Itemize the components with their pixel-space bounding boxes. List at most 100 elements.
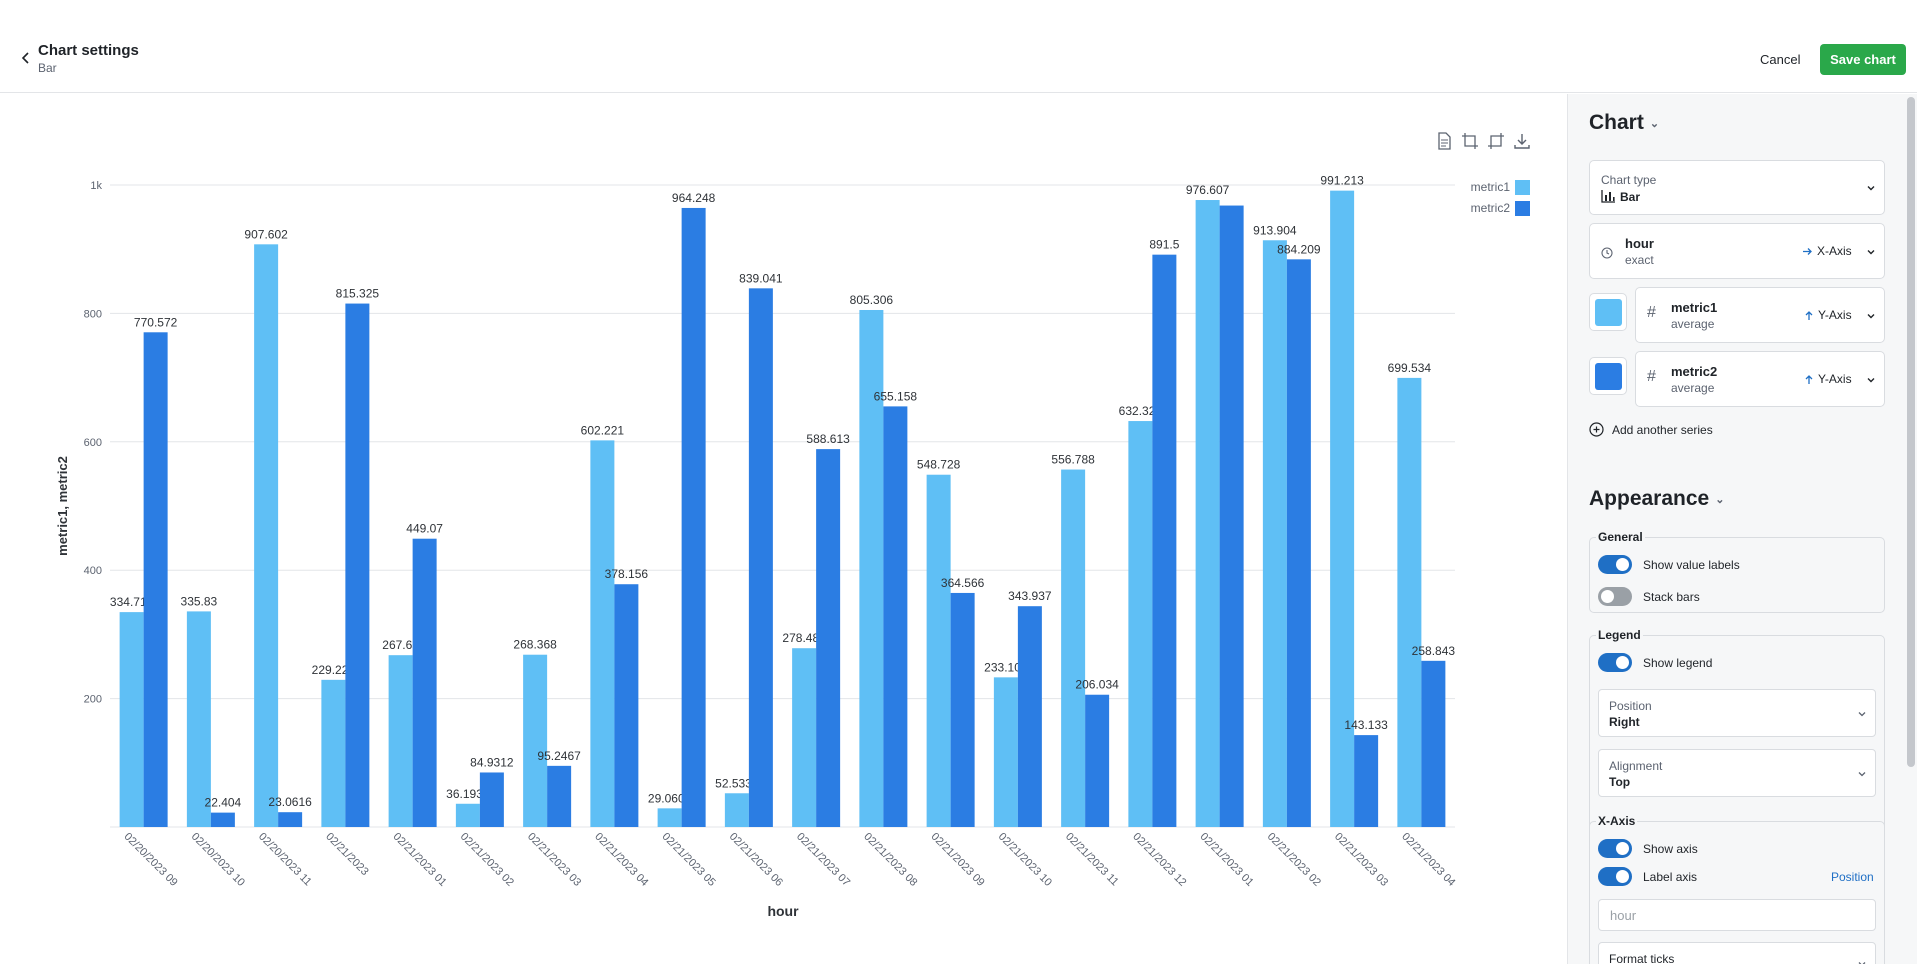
- crop-alt-icon[interactable]: [1486, 131, 1506, 151]
- appearance-section-heading[interactable]: Appearance ⌄: [1589, 487, 1724, 511]
- y-axis-tag-label: Y-Axis: [1818, 308, 1852, 322]
- chart-heading-label: Chart: [1589, 111, 1644, 134]
- series-card-metric2[interactable]: # metric2 average Y-Axis: [1635, 351, 1885, 407]
- data-label: 588.613: [806, 432, 850, 446]
- crop-icon[interactable]: [1460, 131, 1480, 151]
- stack-bars-label: Stack bars: [1643, 589, 1700, 604]
- download-icon[interactable]: [1512, 131, 1532, 151]
- chart-type-select[interactable]: Chart type Bar: [1589, 160, 1885, 215]
- save-chart-button[interactable]: Save chart: [1820, 44, 1906, 75]
- y-axis-assign[interactable]: Y-Axis: [1804, 372, 1852, 386]
- x-tick-label: 02/21/2023 06: [727, 831, 785, 889]
- chart-section-heading[interactable]: Chart ⌄: [1589, 111, 1659, 135]
- x-tick-label: 02/21/2023: [323, 831, 370, 878]
- data-label: 815.325: [336, 287, 380, 301]
- show-axis-toggle[interactable]: [1598, 839, 1632, 858]
- chevron-down-icon: [1867, 186, 1875, 191]
- panel-scrollbar[interactable]: [1907, 97, 1915, 767]
- x-tick-label: 02/21/2023 08: [861, 831, 919, 889]
- legend-alignment-select[interactable]: Alignment Top: [1598, 749, 1876, 797]
- x-tick-label: 02/21/2023 11: [1063, 831, 1121, 889]
- bar-metric1: [119, 612, 144, 827]
- chevron-down-icon: [1867, 314, 1875, 319]
- bar-metric2: [1219, 205, 1244, 827]
- legend-swatch: [1515, 201, 1530, 216]
- back-chevron-icon[interactable]: [18, 49, 34, 67]
- add-series-label: Add another series: [1612, 422, 1713, 437]
- data-label: 699.534: [1388, 361, 1432, 375]
- label-axis-toggle[interactable]: [1598, 867, 1632, 886]
- data-label: 632.322: [1119, 404, 1163, 418]
- x-tick-label: 02/21/2023 04: [1399, 831, 1457, 889]
- x-tick-label: 02/20/2023 11: [256, 831, 314, 889]
- hash-icon: #: [1647, 368, 1656, 385]
- arrow-right-icon: [1803, 247, 1812, 255]
- chart-toolbar: [1434, 131, 1532, 151]
- legend-position-select[interactable]: Position Right: [1598, 689, 1876, 737]
- x-tick-label: 02/21/2023 07: [794, 831, 852, 889]
- data-label: 233.103: [984, 660, 1028, 674]
- data-label: 268.368: [513, 638, 557, 652]
- add-series-button[interactable]: Add another series: [1589, 422, 1713, 437]
- x-tick-label: 02/21/2023 03: [1332, 831, 1390, 889]
- bar-metric2: [143, 332, 168, 827]
- axis-label-input[interactable]: [1598, 899, 1876, 931]
- data-label: 449.07: [406, 522, 443, 536]
- data-label: 976.607: [1186, 183, 1230, 197]
- x-tick-label: 02/21/2023 05: [660, 831, 718, 889]
- bar-metric1: [724, 793, 749, 827]
- chart-type-label: Chart type: [1601, 173, 1657, 187]
- metric2-color-swatch[interactable]: [1589, 357, 1627, 395]
- document-icon[interactable]: [1434, 131, 1454, 151]
- xaxis-group-title: X-Axis: [1596, 814, 1638, 828]
- data-label: 378.156: [605, 567, 649, 581]
- y-axis-assign[interactable]: Y-Axis: [1804, 308, 1852, 322]
- chevron-down-icon: [1867, 378, 1875, 383]
- chevron-down-icon: [1858, 712, 1866, 717]
- show-legend-row: Show legend: [1598, 653, 1712, 672]
- format-ticks-select[interactable]: Format ticks: [1598, 942, 1876, 964]
- bar-metric2: [1421, 660, 1446, 827]
- bar-chart-icon: [1601, 190, 1615, 208]
- bar-metric2: [681, 207, 706, 828]
- metric1-color-swatch[interactable]: [1589, 293, 1627, 331]
- x-tick-label: 02/21/2023 01: [391, 831, 449, 889]
- bar-metric2: [479, 772, 504, 827]
- show-legend-label: Show legend: [1643, 655, 1713, 670]
- bar-metric2: [816, 449, 841, 827]
- axis-position-link[interactable]: Position: [1831, 870, 1874, 884]
- plus-circle-icon: [1589, 422, 1604, 437]
- y-axis-title: metric1, metric2: [55, 456, 70, 556]
- bar-metric2: [278, 812, 303, 827]
- y-tick-label: 200: [84, 694, 102, 706]
- show-legend-toggle[interactable]: [1598, 653, 1632, 672]
- y-tick-label: 800: [84, 308, 102, 320]
- bar-chart: 200 400 600 800 1k 334.712 770.572 02/20/2023 0…: [55, 174, 1530, 919]
- header-bar: Chart settings Bar Cancel Save chart: [0, 0, 1917, 93]
- x-tick-label: 02/21/2023 04: [592, 831, 650, 889]
- format-ticks-label: Format ticks: [1609, 952, 1675, 964]
- data-label: 805.306: [850, 293, 894, 307]
- x-field-card[interactable]: hour exact X-Axis: [1589, 223, 1885, 279]
- data-label: 229.229: [312, 663, 356, 677]
- data-label: 343.937: [1008, 589, 1052, 603]
- data-label: 839.041: [739, 271, 783, 285]
- stack-bars-row: Stack bars: [1598, 587, 1700, 606]
- series-card-metric1[interactable]: # metric1 average Y-Axis: [1635, 287, 1885, 343]
- bar-metric1: [993, 677, 1018, 827]
- x-tick-label: 02/21/2023 03: [525, 831, 583, 889]
- bar-metric1: [792, 648, 817, 827]
- bar-metric2: [547, 765, 572, 827]
- x-axis-assign[interactable]: X-Axis: [1802, 244, 1852, 258]
- bar-metric1: [1195, 200, 1220, 827]
- data-label: 770.572: [134, 315, 178, 329]
- bar-metric2: [412, 538, 437, 827]
- xaxis-group: X-Axis Show axis Label axis Position For…: [1589, 814, 1885, 964]
- show-value-labels-toggle[interactable]: [1598, 555, 1632, 574]
- bar-metric1: [1397, 377, 1422, 827]
- x-tick-label: 02/20/2023 10: [189, 831, 247, 889]
- bar-metric1: [321, 679, 346, 827]
- cancel-button[interactable]: Cancel: [1752, 46, 1808, 72]
- show-value-labels-label: Show value labels: [1643, 557, 1740, 572]
- stack-bars-toggle[interactable]: [1598, 587, 1632, 606]
